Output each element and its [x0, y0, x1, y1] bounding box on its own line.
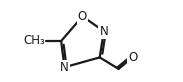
- Text: N: N: [99, 25, 108, 38]
- Text: O: O: [128, 51, 137, 64]
- Text: N: N: [60, 61, 69, 74]
- Text: O: O: [78, 10, 87, 23]
- Text: CH₃: CH₃: [23, 35, 45, 47]
